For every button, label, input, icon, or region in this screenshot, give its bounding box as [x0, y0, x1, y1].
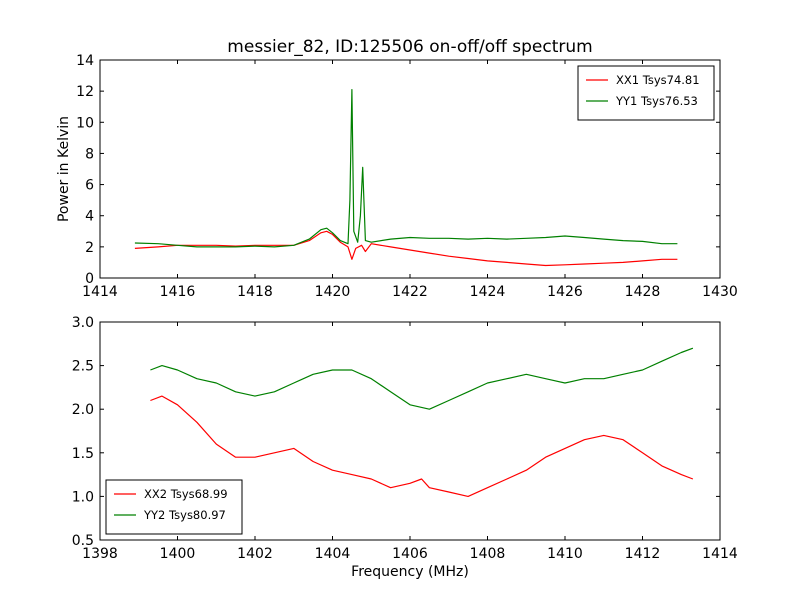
x-tick-label: 1410	[547, 546, 583, 562]
y-tick-label: 10	[76, 115, 94, 131]
top-ticks-group: 1414 1416 1418 1420 1422 1424 1426 1428 1430 0 2 4 6…	[76, 53, 738, 300]
y-tick-label: 3.0	[72, 315, 94, 331]
y-tick-label: 4	[85, 209, 94, 225]
x-tick-label: 1414	[702, 546, 738, 562]
y-tick-label: 8	[85, 146, 94, 162]
legend-box	[105, 479, 243, 535]
x-tick-label: 1406	[392, 546, 428, 562]
y-axis-label: Power in Kelvin	[56, 116, 72, 222]
chart-title: messier_82, ID:125506 on-off/off spectru…	[227, 37, 592, 57]
y-tick-label: 1.0	[72, 489, 94, 505]
x-tick-label: 1402	[237, 546, 273, 562]
y-tick-label: 2	[85, 240, 94, 256]
series-line-0	[150, 395, 694, 497]
y-tick-label: 2.5	[72, 359, 94, 375]
bottom-ticks-group: 1398 1400 1402 1404 1406 1408 1410 1412 1414 0.5 1…	[72, 315, 738, 562]
x-tick-label: 1416	[160, 284, 196, 300]
legend-box	[577, 65, 715, 121]
series-line-0	[134, 230, 678, 267]
series-line-1	[134, 88, 678, 248]
x-tick-label: 1400	[160, 546, 196, 562]
x-tick-label: 1422	[392, 284, 428, 300]
legend-label-1: YY2 Tsys80.97	[143, 508, 226, 522]
y-tick-label: 1.5	[72, 446, 94, 462]
y-tick-label: 6	[85, 178, 94, 194]
bottom-legend: XX2 Tsys68.99 YY2 Tsys80.97	[105, 479, 243, 535]
x-tick-label: 1424	[470, 284, 506, 300]
series-line-1	[150, 347, 694, 410]
y-tick-label: 14	[76, 53, 94, 69]
top-series-group	[134, 88, 678, 267]
y-tick-label: 0	[85, 271, 94, 287]
x-axis-label: Frequency (MHz)	[351, 564, 469, 580]
x-tick-label: 1426	[547, 284, 583, 300]
x-tick-label: 1418	[237, 284, 273, 300]
legend-label-0: XX1 Tsys74.81	[616, 73, 700, 87]
x-tick-label: 1412	[625, 546, 661, 562]
bottom-series-group	[150, 347, 694, 497]
top-legend: XX1 Tsys74.81 YY1 Tsys76.53	[577, 65, 715, 121]
legend-label-1: YY1 Tsys76.53	[615, 94, 698, 108]
x-tick-label: 1420	[315, 284, 351, 300]
x-tick-label: 1414	[82, 284, 118, 300]
x-tick-label: 1430	[702, 284, 738, 300]
x-tick-label: 1428	[625, 284, 661, 300]
y-tick-label: 2.0	[72, 402, 94, 418]
x-tick-label: 1408	[470, 546, 506, 562]
y-tick-label: 0.5	[72, 533, 94, 549]
x-tick-label: 1404	[315, 546, 351, 562]
x-tick-label: 1398	[82, 546, 118, 562]
bottom-chart: 1398 1400 1402 1404 1406 1408 1410 1412 1414 0.5 1…	[72, 315, 738, 580]
legend-label-0: XX2 Tsys68.99	[144, 487, 228, 501]
top-chart: messier_82, ID:125506 on-off/off spectru…	[56, 37, 738, 300]
y-tick-label: 12	[76, 84, 94, 100]
